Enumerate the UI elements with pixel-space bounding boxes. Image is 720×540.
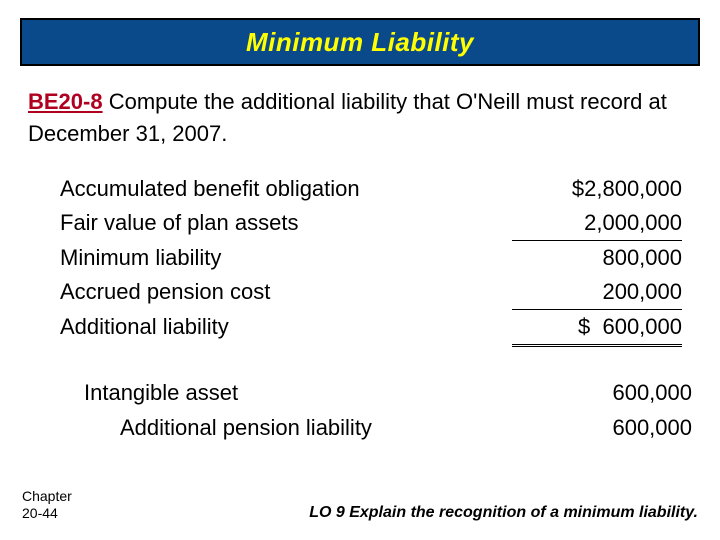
calc-label: Minimum liability	[60, 241, 512, 275]
journal-value: 600,000	[432, 375, 692, 410]
title-shadow: Minimum Liability	[20, 18, 700, 66]
table-row: Additional liability $ 600,000	[60, 310, 682, 347]
table-row: Accrued pension cost 200,000	[60, 275, 682, 310]
journal-label: Additional pension liability	[120, 410, 372, 445]
calculation-block: Accumulated benefit obligation $2,800,00…	[60, 172, 682, 347]
footer-learning-objective: LO 9 Explain the recognition of a minimu…	[309, 504, 698, 522]
table-row: Accumulated benefit obligation $2,800,00…	[60, 172, 682, 206]
page-title: Minimum Liability	[246, 27, 474, 58]
calc-value: $ 600,000	[512, 310, 682, 347]
calc-label: Accrued pension cost	[60, 275, 512, 310]
title-bar: Minimum Liability	[20, 18, 700, 66]
journal-label: Intangible asset	[84, 375, 238, 410]
journal-entry: Intangible asset 600,000 Additional pens…	[84, 375, 692, 445]
chapter-line2: 20-44	[22, 505, 72, 522]
calc-value: 800,000	[512, 241, 682, 275]
calc-value: 2,000,000	[512, 206, 682, 241]
calc-label: Additional liability	[60, 310, 512, 347]
calc-label: Fair value of plan assets	[60, 206, 512, 241]
problem-prompt: BE20-8 Compute the additional liability …	[28, 86, 692, 150]
calc-value: 200,000	[512, 275, 682, 310]
footer-chapter: Chapter 20-44	[22, 488, 72, 522]
problem-text: Compute the additional liability that O'…	[28, 89, 667, 146]
content-area: BE20-8 Compute the additional liability …	[28, 86, 692, 446]
table-row: Intangible asset 600,000	[84, 375, 692, 410]
journal-value: 600,000	[572, 410, 692, 445]
calc-label: Accumulated benefit obligation	[60, 172, 512, 206]
chapter-line1: Chapter	[22, 488, 72, 505]
table-row: Additional pension liability 600,000	[84, 410, 692, 445]
table-row: Fair value of plan assets 2,000,000	[60, 206, 682, 241]
calc-value: $2,800,000	[512, 172, 682, 206]
table-row: Minimum liability 800,000	[60, 241, 682, 275]
problem-id: BE20-8	[28, 89, 103, 114]
